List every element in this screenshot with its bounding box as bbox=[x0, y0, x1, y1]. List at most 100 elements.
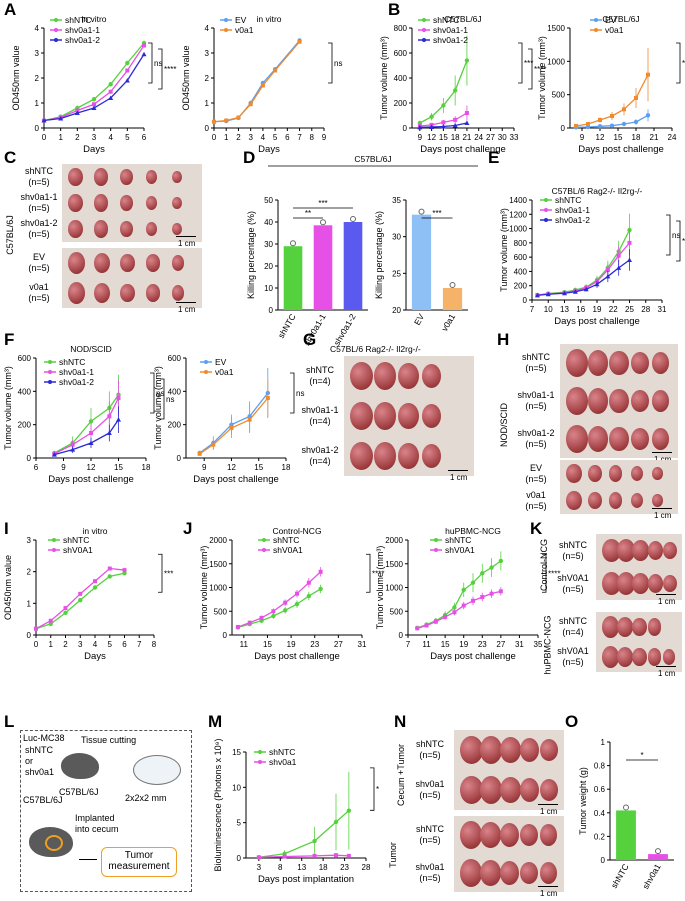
B2-legend-marker bbox=[594, 18, 598, 22]
J1-point bbox=[235, 624, 240, 629]
J1-y-tick-label: 0 bbox=[223, 631, 228, 640]
C-top-tumor bbox=[120, 169, 133, 185]
C-bottom-scale-bar bbox=[176, 302, 196, 303]
K-top-tumor bbox=[647, 573, 663, 594]
B1-legend-label: shv0a1-1 bbox=[433, 25, 468, 35]
N-top-tumor bbox=[460, 775, 484, 805]
I-point bbox=[48, 618, 53, 623]
G-tumor bbox=[374, 442, 396, 470]
B2-sig-bracket bbox=[676, 42, 681, 84]
B1-y-tick-label: 0 bbox=[403, 124, 408, 133]
H-top-tumor bbox=[652, 390, 670, 412]
K-bottom-tumor bbox=[662, 649, 676, 665]
G-row-label: shNTC (n=4) bbox=[305, 365, 334, 386]
F1-legend-label: shNTC bbox=[59, 357, 85, 367]
E-point bbox=[545, 291, 551, 297]
N-bottom-tumor bbox=[480, 822, 501, 848]
H-top-row-label: shv0a1-1 (n=5) bbox=[517, 390, 555, 411]
E-x-tick-label: 31 bbox=[658, 305, 667, 314]
J2-point bbox=[498, 589, 503, 594]
panel-label-j: J bbox=[183, 519, 193, 538]
M-legend-label: shNTC bbox=[269, 747, 295, 757]
A2-x-tick-label: 2 bbox=[236, 133, 241, 142]
H-bottom-tumor bbox=[609, 492, 623, 509]
I-x-tick-label: 5 bbox=[108, 640, 113, 649]
J2-x-tick-label: 35 bbox=[534, 640, 543, 649]
B1-series-line bbox=[419, 60, 468, 124]
F1-point bbox=[107, 414, 112, 419]
M-x-tick-label: 3 bbox=[257, 863, 262, 872]
D1-y-tick-label: 10 bbox=[264, 284, 273, 293]
C-top-row-label: shv0a1-2 (n=5) bbox=[20, 218, 58, 239]
F1-y-tick-label: 0 bbox=[27, 454, 32, 463]
J2-point bbox=[424, 623, 429, 628]
F2-point bbox=[211, 442, 216, 447]
A2-legend-label: EV bbox=[235, 15, 247, 25]
A2-point bbox=[248, 102, 253, 107]
I-x-tick-label: 2 bbox=[63, 640, 68, 649]
M-x-tick-label: 13 bbox=[297, 863, 306, 872]
E-y-tick-label: 1000 bbox=[509, 225, 527, 234]
A2-x-tick-label: 7 bbox=[297, 133, 302, 142]
B1-sig-label: **** bbox=[534, 65, 546, 74]
K-top-tumor bbox=[662, 574, 677, 593]
B1-y-label: Tumor volume (mm³) bbox=[379, 36, 389, 120]
C-bottom-tumor bbox=[94, 282, 111, 304]
A2-y-tick-label: 3 bbox=[205, 49, 210, 58]
G-title: C57BL/6 Rag2-/- Il2rg-/- bbox=[330, 344, 421, 354]
A1-point bbox=[91, 105, 97, 110]
K-bottom-tumor bbox=[617, 646, 634, 668]
F1-sig-label: ns bbox=[166, 395, 174, 404]
F1-title: NOD/SCID bbox=[70, 344, 112, 354]
panel-label-l: L bbox=[4, 712, 15, 731]
F2-x-label: Days post challenge bbox=[193, 474, 279, 485]
D1-x-tick-label: shNTC bbox=[276, 312, 298, 340]
A1-point bbox=[108, 95, 114, 100]
O-bar bbox=[648, 854, 668, 860]
A1-y-tick-label: 0 bbox=[35, 124, 40, 133]
F2-point bbox=[265, 396, 270, 400]
J1-series-line bbox=[237, 571, 322, 628]
B2-point bbox=[586, 122, 590, 126]
F2-y-tick-label: 200 bbox=[168, 421, 182, 430]
B1-x-tick-label: 21 bbox=[462, 133, 471, 142]
B1-point bbox=[417, 124, 423, 130]
B2-point bbox=[634, 96, 638, 100]
G-tumor bbox=[350, 401, 374, 431]
G-row-label: shv0a1-2 (n=4) bbox=[301, 445, 339, 466]
N-side-2: Tumor bbox=[387, 842, 398, 868]
N-bottom-tumor bbox=[500, 822, 520, 848]
H-top-tumor bbox=[587, 426, 609, 452]
J1-y-tick-label: 1500 bbox=[209, 560, 227, 569]
N-top-scale-bar bbox=[538, 804, 558, 805]
J1-legend-marker bbox=[262, 548, 266, 552]
schem-sh: shNTC or shv0a1 bbox=[25, 745, 55, 777]
arrow-right bbox=[79, 859, 97, 860]
M-series-line bbox=[258, 810, 350, 858]
D1-dot bbox=[320, 219, 326, 226]
K-side-2: huPBMC-NCG bbox=[542, 615, 553, 675]
O-y-tick-label: 0.4 bbox=[594, 809, 606, 818]
B1-x-tick-label: 12 bbox=[427, 133, 436, 142]
D-title: C57BL/6J bbox=[354, 154, 391, 164]
D2-x-tick-label: EV bbox=[412, 312, 426, 327]
B2-title: C57BL/6J bbox=[602, 14, 639, 24]
panel-label-f: F bbox=[4, 330, 15, 349]
panel-label-d: D bbox=[243, 148, 256, 167]
I-y-label: OD450nm value bbox=[3, 555, 13, 620]
H-top-tumor bbox=[630, 351, 650, 375]
C-top-tumor bbox=[172, 222, 183, 236]
N-bottom-tumor bbox=[540, 862, 558, 884]
M-sig-bracket bbox=[370, 767, 375, 811]
D2-dot bbox=[418, 208, 425, 215]
F1-point bbox=[116, 417, 121, 422]
A1-point bbox=[108, 82, 113, 87]
E-x-tick-label: 22 bbox=[609, 305, 618, 314]
schematic-l: Luc-MC38 shNTC or shv0a1 Tissue cutting … bbox=[20, 730, 192, 892]
K-top-tumor bbox=[602, 571, 621, 596]
F2-x-tick-label: 12 bbox=[227, 463, 236, 472]
B2-y-tick-label: 1500 bbox=[547, 24, 565, 33]
B2-y-tick-label: 500 bbox=[552, 91, 566, 100]
B1-legend-marker bbox=[422, 38, 426, 42]
A1-y-tick-label: 4 bbox=[35, 24, 40, 33]
